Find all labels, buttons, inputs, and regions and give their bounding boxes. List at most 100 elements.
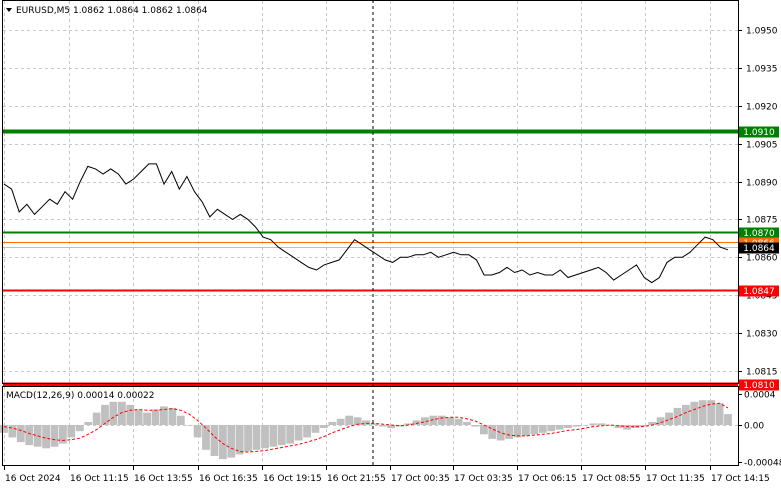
macd-bar	[698, 400, 707, 425]
macd-bar	[463, 421, 471, 425]
macd-bar	[151, 409, 160, 425]
macd-bar	[564, 425, 572, 429]
macd-bar	[134, 409, 143, 425]
macd-bar	[252, 425, 261, 450]
macd-bar	[16, 425, 25, 443]
macd-bar	[118, 401, 126, 426]
macd-bar	[345, 415, 354, 425]
macd-bar	[101, 404, 109, 425]
macd-bar	[581, 425, 589, 426]
macd-bar	[623, 425, 631, 430]
macd-bar	[547, 425, 556, 432]
price-tick-label: 1.0830	[746, 330, 778, 340]
macd-bar	[665, 412, 673, 425]
macd-bar	[84, 421, 93, 425]
macd-bar	[707, 400, 716, 425]
macd-bar	[219, 425, 227, 460]
macd-bar	[614, 425, 623, 429]
macd-bar	[311, 425, 320, 433]
time-tick-label: 16 Oct 2024	[5, 474, 61, 484]
macd-bar	[362, 420, 370, 425]
macd-bar	[480, 425, 488, 435]
macd-bar	[538, 425, 547, 433]
time-tick-label: 16 Oct 21:55	[327, 474, 386, 484]
macd-bar	[421, 417, 429, 426]
triangle-down-icon[interactable]	[6, 8, 12, 12]
macd-bar	[294, 425, 303, 441]
macd-bar	[690, 401, 699, 426]
macd-tick-label: 0.0004	[744, 391, 776, 401]
macd-tick-label: 0.00	[744, 422, 764, 432]
macd-bar	[92, 412, 101, 425]
macd-bar	[8, 425, 17, 438]
macd-bar	[370, 423, 379, 425]
macd-bar	[673, 407, 682, 425]
macd-bar	[353, 417, 362, 426]
macd-bar	[429, 415, 438, 425]
macd-bar	[286, 425, 295, 444]
macd-bar	[42, 425, 50, 449]
macd-bar	[496, 425, 505, 441]
price-levels	[3, 129, 738, 387]
macd-bar	[555, 425, 564, 430]
time-tick-label: 17 Oct 11:35	[646, 474, 705, 484]
macd-bar	[656, 417, 665, 426]
price-tick-label: 1.0890	[746, 179, 778, 189]
time-tick-label: 16 Oct 11:15	[70, 474, 129, 484]
macd-bar	[109, 401, 118, 426]
macd-bar	[682, 404, 690, 425]
time-tick-label: 17 Oct 03:35	[454, 474, 513, 484]
macd-bar	[67, 425, 76, 438]
level-label-resistance-low: 1.0870	[743, 229, 775, 239]
macd-bar	[328, 421, 337, 425]
time-tick-label: 17 Oct 06:15	[518, 474, 577, 484]
price-tick-label: 1.0920	[746, 103, 778, 113]
time-axis: 16 Oct 2024 16 Oct 11:15 16 Oct 13:55 16 Oc…	[4, 466, 770, 484]
macd-bar	[606, 425, 614, 426]
time-tick-label: 16 Oct 19:15	[263, 474, 322, 484]
macd-bar	[59, 425, 67, 444]
level-label-bid: 1.0864	[743, 244, 775, 254]
price-tick-label: 1.0935	[746, 65, 778, 75]
price-grid	[3, 1, 738, 383]
macd-bar	[168, 407, 177, 425]
macd-bar	[724, 414, 732, 425]
macd-bar	[648, 421, 657, 425]
macd-bar	[269, 425, 278, 447]
price-pane-frame	[2, 0, 739, 384]
macd-bar	[522, 425, 530, 436]
macd-bar	[193, 425, 202, 438]
macd-bar	[454, 418, 463, 425]
macd-bar	[202, 425, 210, 450]
chart-title: EURUSD,M5 1.0862 1.0864 1.0862 1.0864	[16, 6, 208, 16]
level-label-resistance-high: 1.0910	[743, 128, 775, 138]
time-tick-label: 17 Oct 14:15	[711, 474, 770, 484]
macd-bar	[235, 425, 244, 455]
level-tag-resistance-low	[739, 227, 779, 239]
macd-bar	[597, 423, 606, 425]
macd-bar	[336, 418, 345, 425]
macd-bar	[395, 425, 404, 427]
level-label-support-low: 1.0810	[743, 381, 775, 391]
macd-bar	[437, 415, 446, 425]
price-tick-label: 1.0875	[746, 216, 778, 226]
macd-axis: 0.0004 0.00 -0.00048	[738, 391, 781, 469]
price-tick-label: 1.0905	[746, 141, 778, 151]
macd-bar	[0, 425, 8, 433]
time-tick-label: 17 Oct 08:55	[582, 474, 641, 484]
macd-bar	[244, 425, 252, 452]
macd-bar	[320, 425, 328, 429]
price-tick-label: 1.0950	[746, 27, 778, 37]
price-tick-label: 1.0815	[746, 368, 778, 378]
macd-bar	[75, 425, 84, 432]
macd-bar	[404, 423, 412, 425]
macd-bar	[277, 425, 286, 446]
macd-bar	[412, 420, 421, 425]
level-label-support-high: 1.0847	[743, 287, 775, 297]
macd-bar	[160, 406, 168, 425]
macd-bar	[639, 425, 648, 427]
macd-bar	[589, 423, 598, 425]
macd-bar	[261, 425, 269, 449]
